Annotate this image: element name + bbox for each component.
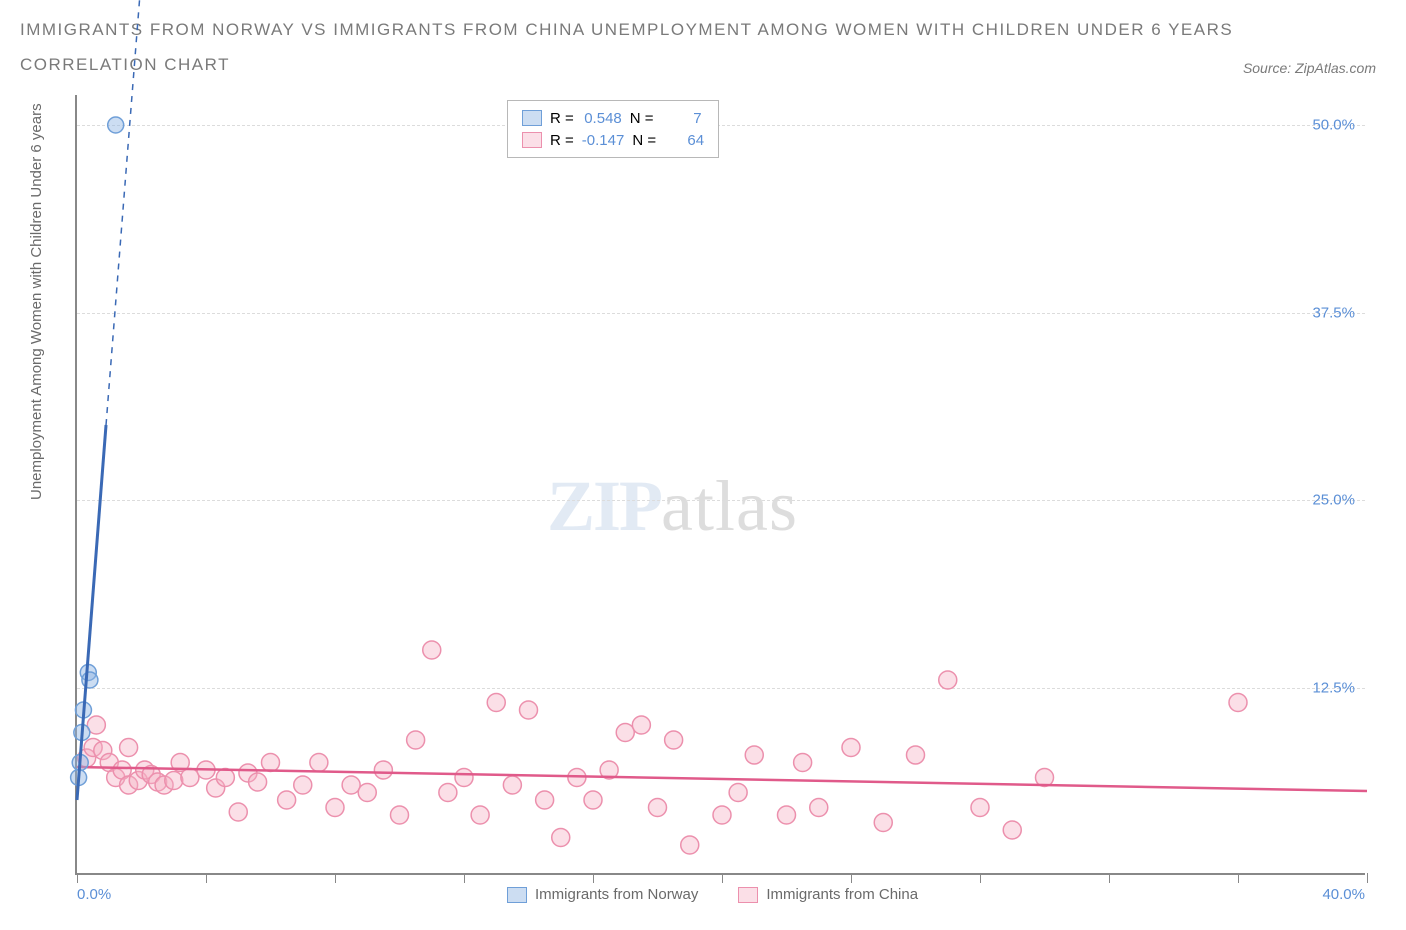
scatter-point — [471, 806, 489, 824]
r-label: R = — [550, 132, 574, 149]
scatter-point — [1003, 821, 1021, 839]
scatter-point — [262, 754, 280, 772]
n-label: N = — [632, 132, 656, 149]
scatter-point — [358, 784, 376, 802]
scatter-point — [907, 746, 925, 764]
legend-row-china: R = -0.147 N = 64 — [522, 129, 704, 151]
scatter-point — [229, 803, 247, 821]
scatter-point — [810, 799, 828, 817]
scatter-point — [842, 739, 860, 757]
n-value-china: 64 — [664, 132, 704, 149]
scatter-point — [120, 739, 138, 757]
stats-legend: R = 0.548 N = 7 R = -0.147 N = 64 — [507, 100, 719, 158]
series-legend-china: Immigrants from China — [738, 886, 918, 903]
x-tick — [335, 873, 336, 883]
x-axis-max-label: 40.0% — [1322, 886, 1365, 903]
scatter-point — [278, 791, 296, 809]
scatter-point — [874, 814, 892, 832]
series-label-norway: Immigrants from Norway — [535, 886, 698, 903]
scatter-point — [939, 671, 957, 689]
series-legend: Immigrants from Norway Immigrants from C… — [507, 886, 918, 903]
scatter-plot-svg — [77, 95, 1365, 873]
scatter-point — [665, 731, 683, 749]
x-axis-min-label: 0.0% — [77, 886, 111, 903]
scatter-point — [342, 776, 360, 794]
scatter-point — [729, 784, 747, 802]
scatter-point — [552, 829, 570, 847]
legend-swatch-china — [522, 132, 542, 148]
scatter-point — [249, 773, 267, 791]
x-tick — [722, 873, 723, 883]
source-attribution: Source: ZipAtlas.com — [1243, 60, 1376, 76]
x-tick — [1109, 873, 1110, 883]
series-label-china: Immigrants from China — [766, 886, 918, 903]
scatter-point — [294, 776, 312, 794]
correlation-chart: IMMIGRANTS FROM NORWAY VS IMMIGRANTS FRO… — [20, 20, 1386, 910]
scatter-point — [584, 791, 602, 809]
n-value-norway: 7 — [662, 110, 702, 127]
legend-row-norway: R = 0.548 N = 7 — [522, 107, 704, 129]
scatter-point — [407, 731, 425, 749]
r-value-norway: 0.548 — [582, 110, 622, 127]
scatter-point — [632, 716, 650, 734]
legend-swatch-icon — [507, 887, 527, 903]
scatter-point — [794, 754, 812, 772]
x-tick — [980, 873, 981, 883]
legend-swatch-norway — [522, 110, 542, 126]
n-label: N = — [630, 110, 654, 127]
scatter-point — [82, 672, 98, 688]
scatter-point — [681, 836, 699, 854]
chart-title-line1: IMMIGRANTS FROM NORWAY VS IMMIGRANTS FRO… — [20, 20, 1233, 40]
r-label: R = — [550, 110, 574, 127]
trend-line — [77, 767, 1367, 791]
x-tick — [593, 873, 594, 883]
x-tick — [1367, 873, 1368, 883]
scatter-point — [374, 761, 392, 779]
scatter-point — [503, 776, 521, 794]
scatter-point — [520, 701, 538, 719]
scatter-point — [181, 769, 199, 787]
plot-area: ZIPatlas 12.5%25.0%37.5%50.0% R = 0.548 … — [75, 95, 1365, 875]
legend-swatch-icon — [738, 887, 758, 903]
series-legend-norway: Immigrants from Norway — [507, 886, 698, 903]
x-tick — [851, 873, 852, 883]
scatter-point — [455, 769, 473, 787]
scatter-point — [1229, 694, 1247, 712]
scatter-point — [713, 806, 731, 824]
scatter-point — [310, 754, 328, 772]
x-tick — [77, 873, 78, 883]
scatter-point — [423, 641, 441, 659]
scatter-point — [745, 746, 763, 764]
scatter-point — [439, 784, 457, 802]
chart-title-line2: CORRELATION CHART — [20, 55, 230, 75]
scatter-point — [971, 799, 989, 817]
r-value-china: -0.147 — [582, 132, 625, 149]
x-tick — [1238, 873, 1239, 883]
scatter-point — [536, 791, 554, 809]
y-axis-label: Unemployment Among Women with Children U… — [28, 103, 45, 500]
scatter-point — [216, 769, 234, 787]
scatter-point — [165, 772, 183, 790]
scatter-point — [391, 806, 409, 824]
x-tick — [464, 873, 465, 883]
scatter-point — [616, 724, 634, 742]
scatter-point — [649, 799, 667, 817]
scatter-point — [487, 694, 505, 712]
x-tick — [206, 873, 207, 883]
scatter-point — [778, 806, 796, 824]
scatter-point — [108, 117, 124, 133]
scatter-point — [326, 799, 344, 817]
